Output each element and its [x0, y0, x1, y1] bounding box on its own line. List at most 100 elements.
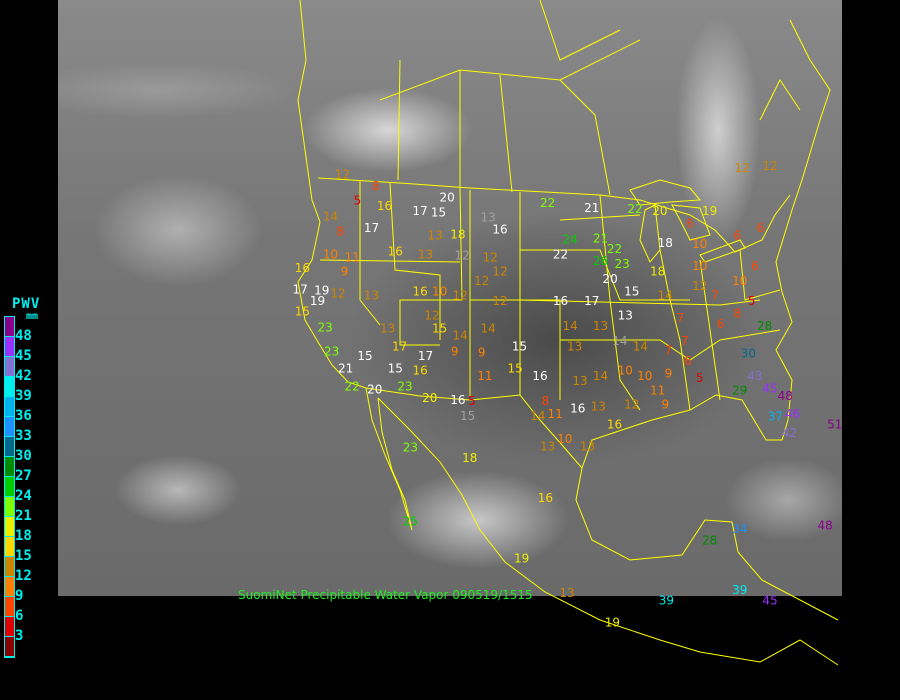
state-line — [659, 249, 691, 411]
station-value: 6 — [756, 221, 764, 235]
legend-swatch — [5, 337, 14, 357]
station-value: 22 — [540, 196, 555, 210]
station-value: 15 — [357, 349, 372, 363]
station-value: 16 — [570, 402, 585, 416]
station-value: 12 — [492, 264, 507, 278]
station-value: 22 — [607, 242, 622, 256]
lake-huron — [671, 204, 711, 241]
station-value: 10 — [637, 369, 652, 383]
image-title: SuomiNet Precipitable Water Vapor 090519… — [238, 588, 533, 602]
state-line — [739, 249, 781, 301]
canada-province-line — [539, 0, 621, 61]
station-value: 13 — [580, 440, 595, 454]
station-value: 16 — [492, 223, 507, 237]
station-value: 15 — [388, 361, 403, 375]
station-value: 22 — [627, 202, 642, 216]
station-value: 13 — [428, 229, 443, 243]
station-value: 17 — [418, 349, 433, 363]
station-value: 26 — [593, 254, 608, 268]
station-value: 20 — [367, 383, 382, 397]
station-value: 12 — [734, 161, 749, 175]
station-value: 12 — [335, 167, 350, 181]
lake-erie — [699, 239, 746, 263]
station-value: 10 — [557, 432, 572, 446]
legend-label: 36 — [15, 408, 32, 424]
station-value: 9 — [341, 264, 349, 278]
station-value: 13 — [481, 211, 496, 225]
station-value: 13 — [364, 289, 379, 303]
legend-swatch — [5, 477, 14, 497]
station-value: 11 — [477, 369, 492, 383]
station-value: 37 — [768, 410, 783, 424]
station-value: 13 — [572, 374, 587, 388]
legend-swatch — [5, 377, 14, 397]
legend-label: 12 — [15, 568, 32, 584]
station-value: 15 — [431, 205, 446, 219]
station-value: 15 — [460, 409, 475, 423]
station-value: 10 — [618, 364, 633, 378]
station-value: 7 — [665, 344, 673, 358]
legend-label: 30 — [15, 448, 32, 464]
legend-swatch — [5, 397, 14, 417]
station-value: 19 — [314, 283, 329, 297]
station-value: 13 — [380, 321, 395, 335]
station-value: 13 — [418, 248, 433, 262]
station-value: 9 — [451, 345, 459, 359]
legend-swatch — [5, 557, 14, 577]
station-value: 29 — [732, 384, 747, 398]
station-value: 12 — [474, 274, 489, 288]
station-value: 30 — [741, 347, 756, 361]
station-value: 6 — [734, 229, 742, 243]
station-value: 5 — [468, 394, 476, 408]
station-value: 16 — [553, 294, 568, 308]
station-value: 15 — [295, 304, 310, 318]
legend-swatch — [5, 317, 14, 337]
legend-swatch — [5, 577, 14, 597]
legend-swatch — [5, 457, 14, 477]
station-value: 46 — [785, 407, 800, 421]
station-value: 14 — [612, 334, 627, 348]
station-value: 42 — [782, 426, 797, 440]
station-value: 5 — [696, 371, 704, 385]
station-value: 12 — [624, 397, 639, 411]
station-value: 11 — [547, 407, 562, 421]
legend-unit: mm — [26, 311, 39, 322]
station-value: 19 — [514, 551, 529, 565]
legend-swatch — [5, 537, 14, 557]
station-value: 19 — [310, 294, 325, 308]
station-value: 39 — [659, 594, 674, 608]
station-value: 16 — [295, 261, 310, 275]
station-value: 45 — [762, 382, 777, 396]
station-value: 5 — [354, 194, 362, 208]
station-value: 51 — [827, 417, 842, 431]
legend-label: 42 — [15, 368, 32, 384]
station-value: 16 — [538, 491, 553, 505]
us-canada-border — [317, 177, 791, 253]
gulf-coastline — [575, 394, 839, 621]
station-value: 12 — [455, 249, 470, 263]
legend-label: 3 — [15, 628, 24, 644]
station-value: 13 — [567, 339, 582, 353]
station-value: 8 — [336, 224, 344, 238]
lake-superior — [629, 179, 702, 206]
legend-label: 48 — [15, 328, 32, 344]
station-value: 10 — [732, 274, 747, 288]
station-value: 14 — [633, 339, 648, 353]
station-value: 14 — [658, 289, 673, 303]
station-value: 10 — [692, 259, 707, 273]
station-value: 25 — [403, 514, 418, 528]
station-value: 18 — [650, 264, 665, 278]
station-value: 18 — [462, 451, 477, 465]
station-value: 15 — [508, 361, 523, 375]
station-value: 6 — [751, 259, 759, 273]
station-value: 20 — [652, 204, 667, 218]
legend-color-bar — [4, 316, 15, 658]
station-value: 14 — [323, 210, 338, 224]
station-value: 14 — [593, 369, 608, 383]
station-value: 18 — [658, 236, 673, 250]
station-value: 16 — [377, 199, 392, 213]
station-value: 17 — [364, 221, 379, 235]
station-value: 14 — [481, 321, 496, 335]
station-value: 22 — [344, 379, 359, 393]
